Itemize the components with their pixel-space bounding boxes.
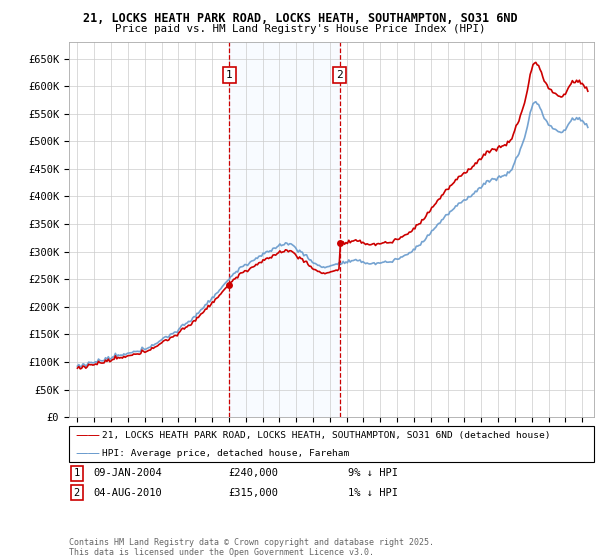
Text: 1% ↓ HPI: 1% ↓ HPI: [348, 488, 398, 498]
Text: £240,000: £240,000: [228, 468, 278, 478]
Text: 2: 2: [336, 70, 343, 80]
Text: 2: 2: [74, 488, 80, 498]
Text: 04-AUG-2010: 04-AUG-2010: [93, 488, 162, 498]
Text: 21, LOCKS HEATH PARK ROAD, LOCKS HEATH, SOUTHAMPTON, SO31 6ND (detached house): 21, LOCKS HEATH PARK ROAD, LOCKS HEATH, …: [102, 431, 551, 440]
Text: £315,000: £315,000: [228, 488, 278, 498]
Text: 1: 1: [74, 468, 80, 478]
Text: 1: 1: [226, 70, 233, 80]
Bar: [229, 42, 340, 417]
Text: HPI: Average price, detached house, Fareham: HPI: Average price, detached house, Fare…: [102, 450, 349, 459]
Text: Price paid vs. HM Land Registry's House Price Index (HPI): Price paid vs. HM Land Registry's House …: [115, 24, 485, 34]
Text: Contains HM Land Registry data © Crown copyright and database right 2025.
This d: Contains HM Land Registry data © Crown c…: [69, 538, 434, 557]
Text: 09-JAN-2004: 09-JAN-2004: [93, 468, 162, 478]
Text: ——: ——: [75, 447, 100, 460]
Text: ——: ——: [75, 430, 100, 442]
Text: 9% ↓ HPI: 9% ↓ HPI: [348, 468, 398, 478]
Text: 21, LOCKS HEATH PARK ROAD, LOCKS HEATH, SOUTHAMPTON, SO31 6ND: 21, LOCKS HEATH PARK ROAD, LOCKS HEATH, …: [83, 12, 517, 25]
